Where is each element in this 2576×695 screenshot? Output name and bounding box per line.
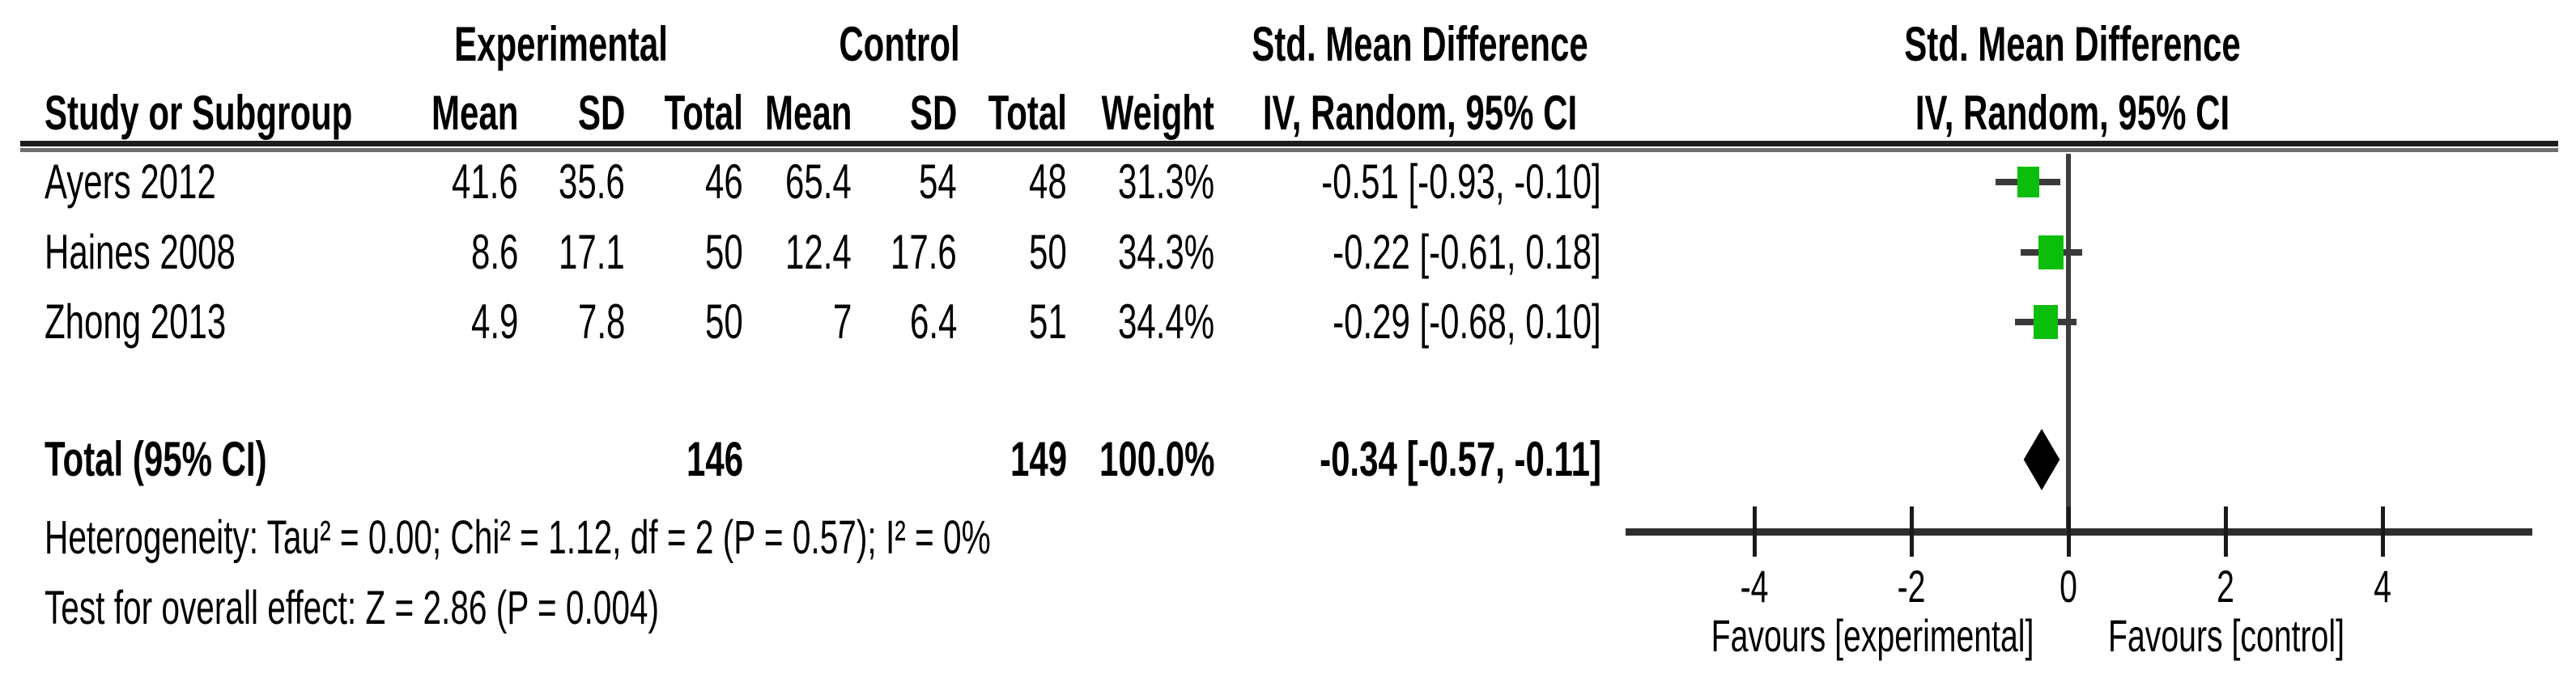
exp-total-header: Total — [664, 86, 743, 140]
favours-right-label: Favours [control] — [2108, 610, 2344, 661]
exp-total: 46 — [705, 155, 743, 209]
total-ctl-n: 149 — [1010, 432, 1067, 486]
ctl-total: 48 — [1029, 155, 1067, 209]
overall-effect-note: Test for overall effect: Z = 2.86 (P = 0… — [45, 582, 660, 634]
weight-value: 31.3% — [1117, 155, 1214, 209]
ctl-sd: 17.6 — [891, 225, 957, 279]
total-effect-estimate-text: -0.34 [-0.57, -0.11] — [1320, 432, 1601, 486]
header-separator-line-shadow — [20, 148, 2558, 152]
effect-estimate-text: -0.29 [-0.68, 0.10] — [1333, 295, 1601, 349]
ctl-total: 51 — [1029, 295, 1067, 349]
exp-mean: 8.6 — [470, 225, 518, 279]
ctl-mean: 12.4 — [785, 225, 852, 279]
study-name: Haines 2008 — [45, 225, 236, 279]
header-separator-line — [20, 141, 2558, 146]
axis-tick-label: -2 — [1897, 561, 1926, 612]
ctl-total: 50 — [1029, 225, 1067, 279]
control-group-header: Control — [839, 17, 960, 71]
exp-sd: 7.8 — [577, 295, 625, 349]
axis-tick — [2380, 506, 2385, 557]
effect-estimate-text: -0.22 [-0.61, 0.18] — [1333, 225, 1601, 279]
study-name: Zhong 2013 — [45, 295, 227, 349]
axis-tick — [2066, 506, 2071, 557]
total-weight: 100.0% — [1099, 432, 1214, 486]
effect-column-header-line2: IV, Random, 95% CI — [1262, 86, 1578, 140]
exp-total: 50 — [705, 295, 743, 349]
ctl-mean: 65.4 — [785, 155, 852, 209]
study-marker — [2033, 305, 2059, 339]
total-exp-n: 146 — [686, 432, 743, 486]
ctl-sd: 54 — [919, 155, 957, 209]
exp-mean: 4.9 — [470, 295, 518, 349]
axis-tick — [2223, 506, 2228, 557]
effect-column-header-line1: Std. Mean Difference — [1252, 17, 1588, 71]
plot-header-line1: Std. Mean Difference — [1904, 17, 2241, 71]
axis-tick — [1909, 506, 1914, 557]
ctl-sd: 6.4 — [909, 295, 957, 349]
exp-sd: 35.6 — [559, 155, 625, 209]
exp-sd: 17.1 — [559, 225, 625, 279]
favours-left-label: Favours [experimental] — [1711, 610, 2034, 661]
exp-total: 50 — [705, 225, 743, 279]
study-marker — [2038, 235, 2064, 269]
axis-tick-label: -4 — [1740, 561, 1769, 612]
study-marker — [2017, 166, 2040, 198]
exp-sd-header: SD — [577, 86, 625, 140]
axis-line — [1626, 528, 2532, 536]
study-name: Ayers 2012 — [45, 155, 216, 209]
weight-column-header: Weight — [1101, 86, 1214, 140]
ctl-sd-header: SD — [909, 86, 957, 140]
study-column-header: Study or Subgroup — [45, 86, 353, 140]
total-label: Total (95% CI) — [45, 432, 267, 486]
experimental-group-header: Experimental — [454, 17, 668, 71]
exp-mean-header: Mean — [431, 86, 518, 140]
zero-line — [2066, 154, 2071, 532]
effect-estimate-text: -0.51 [-0.93, -0.10] — [1321, 155, 1601, 209]
axis-tick-label: 4 — [2374, 561, 2391, 612]
heterogeneity-note: Heterogeneity: Tau² = 0.00; Chi² = 1.12,… — [45, 511, 991, 564]
weight-value: 34.4% — [1117, 295, 1214, 349]
axis-tick-label: 0 — [2060, 561, 2077, 612]
ctl-mean: 7 — [832, 295, 852, 349]
weight-value: 34.3% — [1117, 225, 1214, 279]
plot-header-line2: IV, Random, 95% CI — [1915, 86, 2230, 140]
ctl-mean-header: Mean — [764, 86, 852, 140]
axis-tick-label: 2 — [2217, 561, 2234, 612]
ctl-total-header: Total — [988, 86, 1067, 140]
axis-tick — [1752, 506, 1757, 557]
exp-mean: 41.6 — [452, 155, 518, 209]
